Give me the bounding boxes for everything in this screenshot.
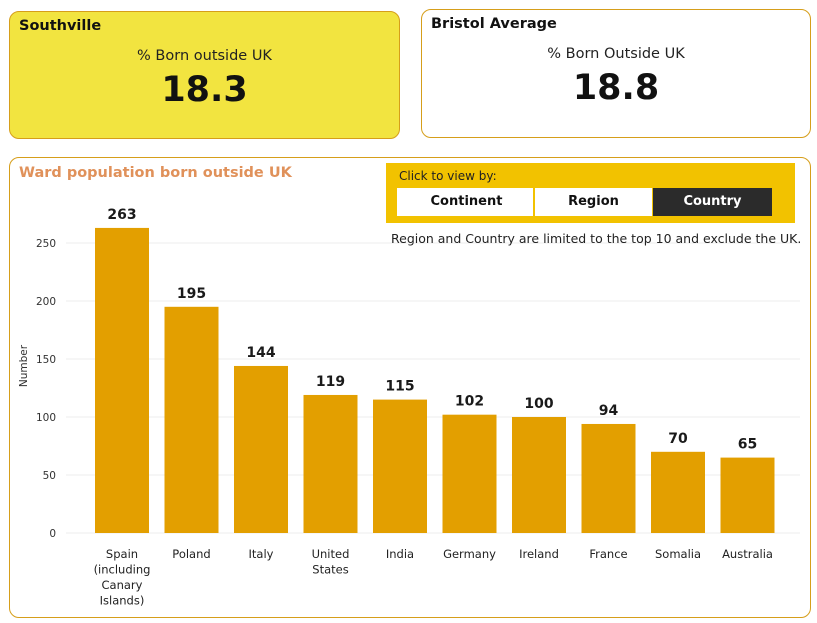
bar (442, 414, 497, 533)
x-tick-label: India (386, 547, 414, 561)
kpi-label: % Born Outside UK (547, 46, 685, 62)
kpi-card-bristol-average: Bristol Average % Born Outside UK 18.8 (421, 9, 811, 138)
x-tick-label: Spain (including Canary Islands) (94, 547, 151, 608)
x-tick-label: Somalia (655, 547, 701, 561)
bar (512, 417, 566, 533)
data-label: 115 (385, 379, 414, 395)
bar (720, 457, 775, 533)
y-tick-label: 100 (36, 412, 56, 424)
kpi-label: % Born outside UK (137, 48, 272, 64)
bar (581, 423, 636, 533)
x-tick-label: France (589, 547, 627, 561)
bar (651, 451, 705, 533)
kpi-card-southville: Southville % Born outside UK 18.3 (9, 11, 400, 139)
y-tick-label: 150 (36, 354, 56, 366)
data-label: 102 (455, 394, 484, 410)
data-label: 100 (524, 396, 553, 412)
bar (373, 399, 427, 533)
data-label: 195 (177, 286, 206, 302)
kpi-title: Bristol Average (431, 16, 557, 32)
data-label: 263 (107, 207, 136, 223)
kpi-title: Southville (19, 18, 102, 34)
x-tick-label: Poland (172, 547, 210, 561)
bar (303, 394, 358, 533)
bar (234, 365, 288, 533)
y-tick-label: 50 (43, 470, 56, 482)
x-tick-label: Italy (249, 547, 274, 561)
chart-note: Region and Country are limited to the to… (391, 231, 802, 246)
kpi-value: 18.8 (572, 68, 660, 108)
y-tick-label: 200 (36, 296, 56, 308)
data-label: 94 (599, 403, 619, 419)
region-button[interactable]: Region (533, 188, 652, 216)
chart-title: Ward population born outside UK (19, 165, 292, 181)
country-button[interactable]: Country (653, 188, 772, 216)
x-tick-label: Ireland (519, 547, 559, 561)
kpi-value: 18.3 (161, 70, 248, 110)
y-axis-label: Number (18, 344, 30, 387)
data-label: 70 (668, 431, 688, 447)
view-toggle-panel: Click to view by: Continent Region Count… (386, 163, 795, 223)
bar (95, 227, 149, 534)
data-label: 144 (246, 345, 275, 361)
data-label: 119 (316, 374, 345, 390)
data-label: 65 (738, 437, 757, 453)
x-tick-label: Australia (722, 547, 773, 561)
x-tick-label: United States (312, 547, 350, 577)
y-tick-label: 250 (36, 238, 56, 250)
toggle-caption: Click to view by: (399, 169, 497, 183)
continent-button[interactable]: Continent (397, 188, 536, 216)
bar (164, 306, 219, 533)
y-tick-label: 0 (49, 528, 56, 540)
x-tick-label: Germany (443, 547, 496, 561)
